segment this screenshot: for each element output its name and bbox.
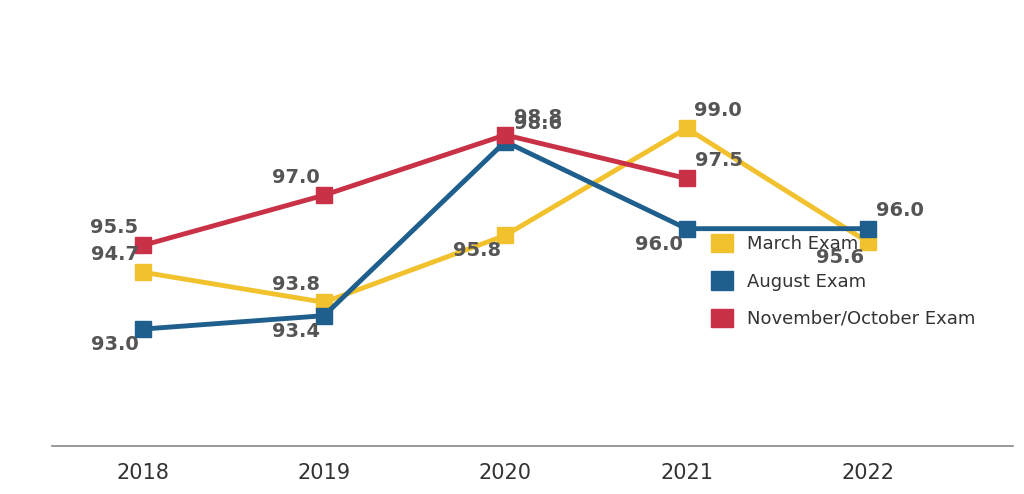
November/October Exam <box>499 132 511 138</box>
Text: 93.8: 93.8 <box>271 275 319 294</box>
Text: 98.6: 98.6 <box>514 114 562 133</box>
August Exam <box>680 226 692 232</box>
November/October Exam <box>680 175 692 181</box>
August Exam <box>317 313 330 319</box>
Text: 93.4: 93.4 <box>271 322 319 341</box>
Text: 97.0: 97.0 <box>272 168 319 187</box>
March Exam <box>862 239 874 245</box>
Text: 95.6: 95.6 <box>815 248 863 267</box>
Text: 95.8: 95.8 <box>453 242 501 260</box>
Text: 94.7: 94.7 <box>90 245 138 264</box>
March Exam <box>499 232 511 238</box>
Legend: March Exam, August Exam, November/October Exam: March Exam, August Exam, November/Octobe… <box>702 225 985 337</box>
August Exam <box>499 139 511 145</box>
Line: August Exam: August Exam <box>135 134 876 337</box>
Line: November/October Exam: November/October Exam <box>135 127 694 253</box>
March Exam <box>317 299 330 305</box>
Text: 98.8: 98.8 <box>514 108 562 126</box>
Line: March Exam: March Exam <box>135 121 876 310</box>
August Exam <box>136 326 148 332</box>
Text: 97.5: 97.5 <box>695 151 742 170</box>
Text: 93.0: 93.0 <box>91 335 138 354</box>
Text: 99.0: 99.0 <box>693 101 741 120</box>
Text: 96.0: 96.0 <box>877 202 924 220</box>
March Exam <box>136 269 148 275</box>
August Exam <box>862 226 874 232</box>
March Exam <box>680 125 692 131</box>
November/October Exam <box>136 243 148 248</box>
Text: 96.0: 96.0 <box>635 235 682 253</box>
November/October Exam <box>317 192 330 198</box>
Text: 95.5: 95.5 <box>90 218 138 237</box>
